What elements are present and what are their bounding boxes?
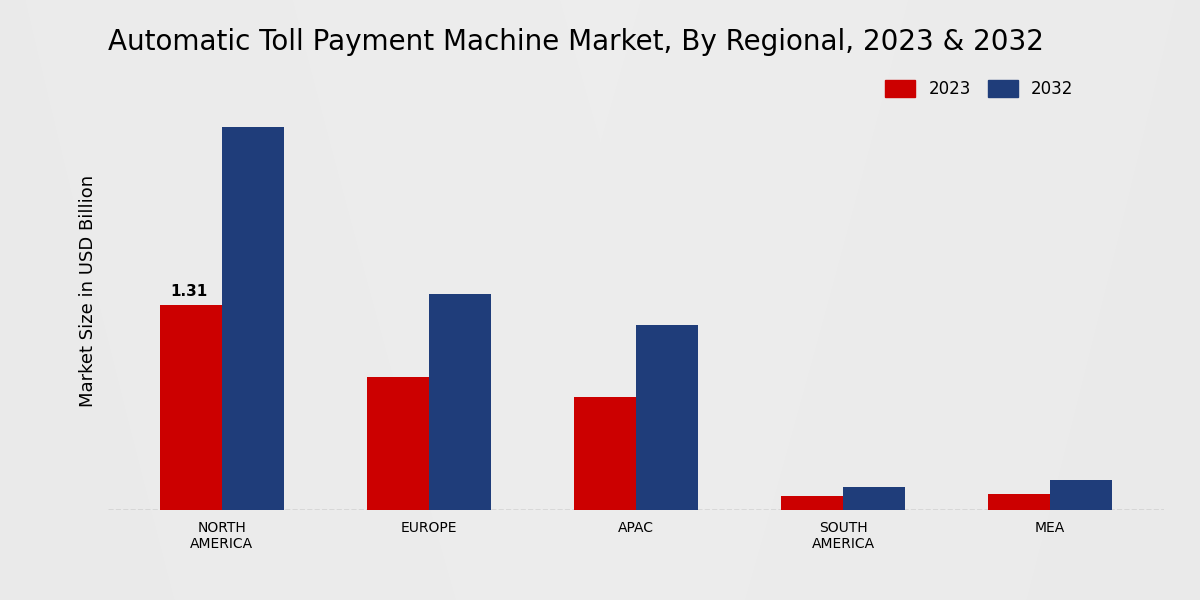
Bar xyxy=(428,294,491,510)
Bar xyxy=(160,305,222,510)
Text: Automatic Toll Payment Machine Market, By Regional, 2023 & 2032: Automatic Toll Payment Machine Market, B… xyxy=(108,28,1044,56)
Bar xyxy=(636,325,698,510)
Legend: 2023, 2032: 2023, 2032 xyxy=(877,71,1081,106)
Y-axis label: Market Size in USD Billion: Market Size in USD Billion xyxy=(79,175,97,407)
Bar xyxy=(844,487,905,510)
Bar xyxy=(574,397,636,510)
Bar xyxy=(367,377,428,510)
Text: 1.31: 1.31 xyxy=(170,284,208,299)
Bar xyxy=(988,494,1050,510)
Bar xyxy=(781,496,844,510)
Bar xyxy=(1050,480,1112,510)
Bar xyxy=(222,127,284,510)
